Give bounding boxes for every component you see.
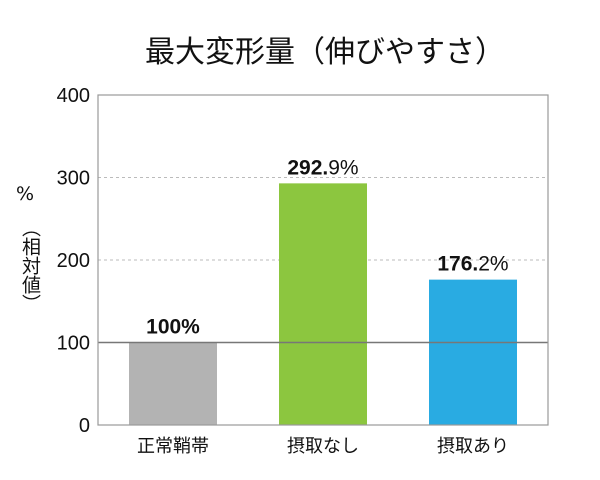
y-axis-unit: % xyxy=(16,183,34,205)
data-label-main: 176. xyxy=(437,253,478,276)
data-label-rest: 2% xyxy=(478,253,508,276)
bar xyxy=(279,183,367,425)
data-label-main: 100% xyxy=(146,316,200,339)
data-label: 100% xyxy=(146,316,200,339)
category-label: 摂取あり xyxy=(437,436,509,457)
bars xyxy=(129,183,517,425)
data-labels: 100% 292.9% 176.2% xyxy=(146,156,508,338)
y-tick-label: 100 xyxy=(57,333,90,355)
data-label-rest: 9% xyxy=(328,156,358,179)
plot-frame xyxy=(97,94,549,426)
data-label: 176.2% xyxy=(437,253,508,276)
y-tick-label: 0 xyxy=(79,415,90,437)
category-labels: 正常鞘帯 摂取なし 摂取あり xyxy=(137,436,509,457)
chart-title: 最大変形量（伸びやすさ） xyxy=(145,35,505,70)
bar xyxy=(429,279,517,425)
category-label: 摂取なし xyxy=(287,436,359,457)
y-tick-label: 300 xyxy=(57,168,90,190)
y-tick-label: 400 xyxy=(57,85,90,107)
y-axis-ticks: 0 100 200 300 400 xyxy=(57,85,90,437)
bar xyxy=(129,342,217,425)
data-label-main: 292. xyxy=(287,156,328,179)
y-axis-label: （相対値） xyxy=(19,218,41,313)
y-tick-label: 200 xyxy=(57,250,90,272)
data-label: 292.9% xyxy=(287,156,358,179)
category-label: 正常鞘帯 xyxy=(137,436,209,457)
